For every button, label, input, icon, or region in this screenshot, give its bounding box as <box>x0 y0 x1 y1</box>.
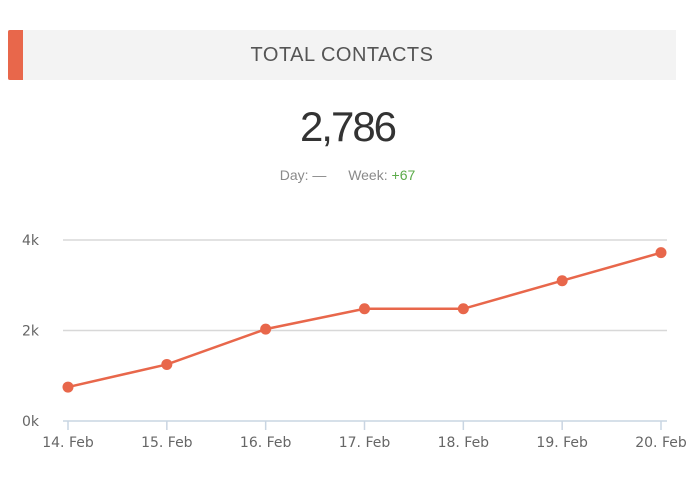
y-tick-label-2k: 2k <box>22 324 40 340</box>
day-label: Day: <box>279 167 309 183</box>
x-tick-label-7: 20. Feb <box>635 435 687 451</box>
week-value: +67 <box>391 167 416 183</box>
x-tick-label-4: 17. Feb <box>339 435 391 451</box>
total-contacts-widget: TOTAL CONTACTS <box>8 30 678 480</box>
data-point-1 <box>62 381 74 393</box>
y-tick-label-4k: 4k <box>22 233 40 249</box>
header-accent-bar <box>8 30 23 80</box>
x-tick-label-3: 16. Feb <box>240 435 292 451</box>
total-contacts-value: 2,786 <box>299 103 397 150</box>
week-label: Week: <box>348 167 388 183</box>
day-value: — <box>312 167 327 183</box>
data-point-3 <box>260 323 272 335</box>
y-tick-label-0k: 0k <box>22 414 40 430</box>
x-tick-label-6: 19. Feb <box>536 435 588 451</box>
data-point-2 <box>161 358 173 370</box>
change-summary: Day: — Week: +67 <box>0 167 695 183</box>
x-tick-label-5: 18. Feb <box>438 435 490 451</box>
widget-title: TOTAL CONTACTS <box>250 43 434 66</box>
widget-header: TOTAL CONTACTS <box>8 30 676 80</box>
data-point-5 <box>457 303 469 315</box>
x-tick-label-2: 15. Feb <box>141 435 193 451</box>
series-line-1 <box>67 251 662 389</box>
data-point-7 <box>655 247 667 259</box>
x-tick-label-1: 14. Feb <box>42 435 94 451</box>
data-point-6 <box>556 275 568 287</box>
data-point-4 <box>359 303 370 315</box>
